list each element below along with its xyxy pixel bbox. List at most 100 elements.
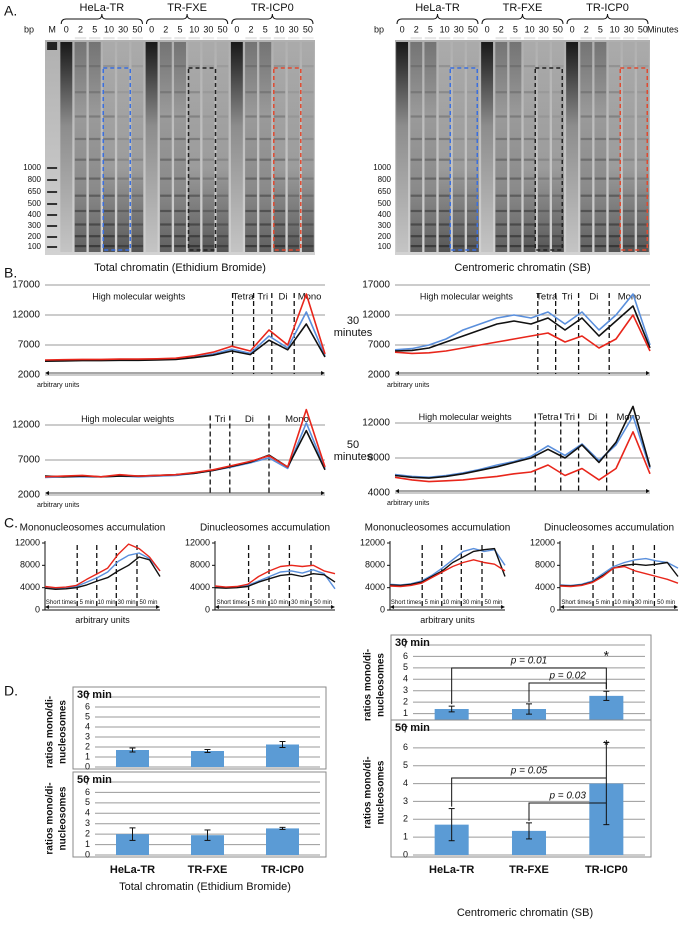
significance-bracket [451, 667, 607, 705]
nucleosome-band [245, 235, 257, 238]
lane [273, 42, 286, 252]
bp-marker: 1000 [373, 163, 391, 172]
nucleosome-band [523, 194, 536, 197]
nucleosome-band [438, 115, 451, 118]
nucleosome-band [131, 91, 144, 94]
nucleosome-band [216, 137, 229, 141]
nucleosome-band [438, 37, 451, 40]
group-brace [60, 13, 143, 25]
nucleosome-band [117, 91, 129, 94]
y-tick-label: 0 [85, 761, 90, 771]
region-label: Tri [564, 412, 575, 423]
significance-bracket [528, 682, 607, 702]
bar [191, 751, 224, 767]
series-line [389, 547, 506, 587]
region-label-box: 30 min [118, 600, 136, 606]
lane-label: M [48, 24, 56, 34]
region-label-box: Short times [46, 600, 76, 606]
y-tick-label: 3 [403, 796, 408, 806]
nucleosome-band [288, 194, 300, 197]
series-line [44, 422, 326, 479]
nucleosome-band [538, 137, 550, 141]
nucleosome-band [410, 235, 422, 238]
nucleosome-band [117, 194, 129, 197]
nucleosome-band [608, 115, 621, 118]
y-tick-label: 2 [85, 829, 90, 839]
nucleosome-band [509, 137, 522, 141]
series-line [44, 429, 326, 478]
y-tick-label: 12000 [362, 310, 390, 321]
nucleosome-band [89, 158, 101, 161]
nucleosome-band [245, 223, 257, 226]
nucleosome-band [467, 37, 479, 40]
nucleosome-band [273, 91, 286, 94]
bar [191, 835, 224, 855]
nucleosome-band [467, 65, 479, 68]
nucleosome-band [424, 115, 437, 118]
x-axis-label: arbitrary units [420, 616, 475, 625]
group-label: TR-FXE [503, 2, 543, 14]
nucleosome-band [424, 223, 437, 226]
nucleosome-band [594, 223, 607, 226]
nucleosome-band [509, 235, 522, 238]
nucleosome-band [245, 137, 257, 141]
nucleosome-band [188, 115, 200, 118]
nucleosome-band [453, 91, 465, 94]
nucleosome-band [424, 177, 437, 180]
lane [174, 42, 186, 252]
error-bar [279, 741, 286, 748]
nucleosome-band [410, 177, 422, 180]
nucleosome-band [74, 245, 87, 248]
region-label: Tetra [537, 412, 559, 423]
lane [202, 42, 215, 252]
nucleosome-band [103, 235, 115, 238]
nucleosome-band [552, 91, 564, 94]
nucleosome-band [188, 177, 200, 180]
nucleosome-band [594, 91, 607, 94]
nucleosome-band [245, 209, 257, 213]
nucleosome-band [438, 91, 451, 94]
region-label-box: Short times [217, 600, 247, 606]
panel-letter: B. [4, 265, 17, 281]
nucleosome-band [288, 65, 300, 68]
nucleosome-band [467, 235, 479, 238]
nucleosome-band [552, 137, 564, 141]
nucleosome-band [538, 245, 550, 248]
y-axis-label: ratios mono/di- [45, 782, 56, 854]
nucleosome-band [637, 137, 649, 141]
nucleosome-band [245, 158, 257, 161]
nucleosome-band [410, 115, 422, 118]
nucleosome-band [594, 235, 607, 238]
nucleosome-band [594, 37, 607, 40]
nucleosome-band [410, 91, 422, 94]
lane-label: 2 [78, 24, 83, 34]
region-label: Short times [390, 599, 422, 606]
nucleosome-band [302, 158, 314, 161]
y-tick-label: 7000 [368, 340, 391, 351]
nucleosome-band [424, 37, 437, 40]
nucleosome-band [302, 115, 314, 118]
nucleosome-band [637, 177, 649, 180]
y-tick-label: 4000 [365, 582, 385, 592]
y-tick-label: 7000 [18, 455, 41, 466]
ladder-band [47, 236, 58, 238]
nucleosome-band [259, 194, 271, 197]
y-tick-label: 17000 [12, 280, 40, 291]
bp-marker: 100 [378, 242, 392, 251]
nucleosome-band [174, 235, 186, 238]
y-tick-label: 6 [85, 701, 90, 711]
nucleosome-band [74, 91, 87, 94]
nucleosome-band [117, 235, 129, 238]
nucleosome-band [523, 37, 536, 40]
nucleosome-band [608, 91, 621, 94]
nucleosome-band [580, 235, 592, 238]
caption: Centromeric chromatin (SB) [456, 908, 594, 919]
nucleosome-band [259, 223, 271, 226]
nucleosome-band [580, 158, 592, 161]
x-tick-label: TR-ICP0 [261, 864, 304, 876]
series-line [394, 405, 651, 479]
nucleosome-band [273, 137, 286, 141]
nucleosome-band [202, 235, 215, 238]
series-line [389, 559, 506, 588]
y-tick-label: 0 [35, 604, 40, 614]
